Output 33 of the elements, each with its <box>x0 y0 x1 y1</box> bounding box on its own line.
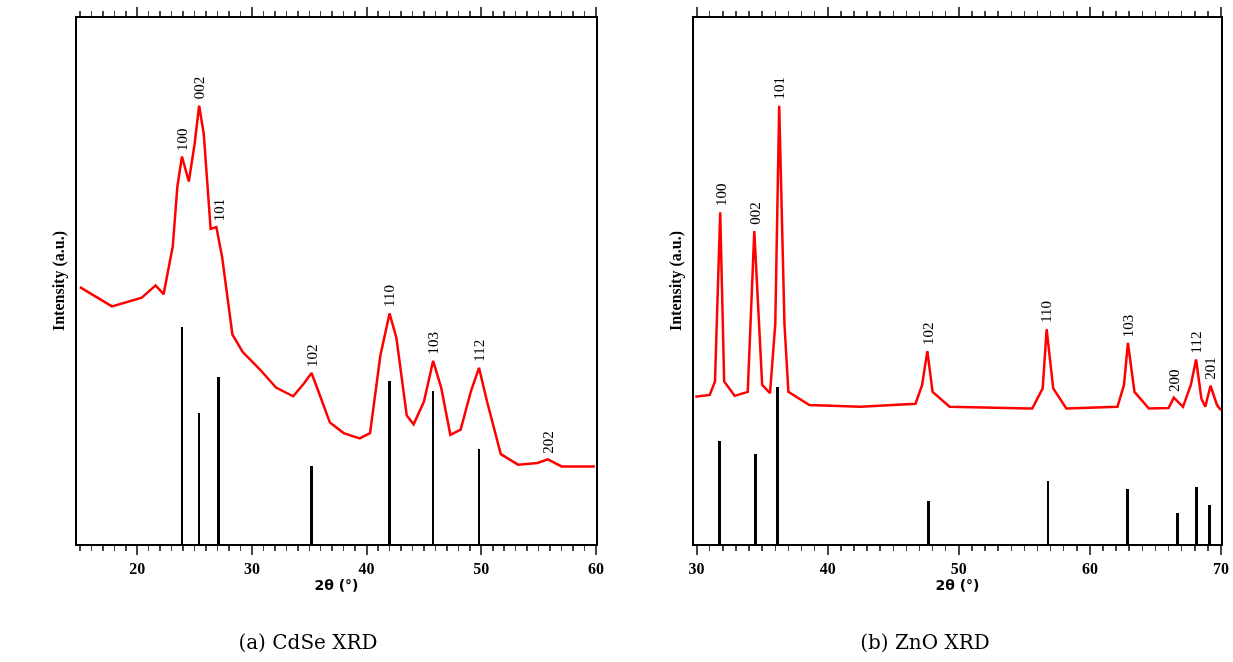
annotation: 100 <box>173 128 190 151</box>
annotation: 103 <box>424 331 441 355</box>
annotation: 002 <box>746 202 763 225</box>
x-tick-label: 50 <box>950 560 967 578</box>
annotation: 200 <box>1165 369 1182 392</box>
x-tick-label: 30 <box>243 560 260 578</box>
annotation: 101 <box>771 76 788 100</box>
x-tick-label: 50 <box>473 560 490 578</box>
annotation: 102 <box>919 322 936 345</box>
annotation: 110 <box>1038 300 1055 323</box>
x-tick-label: 70 <box>1213 560 1229 578</box>
x-tick-label: 40 <box>358 560 375 578</box>
annotation: 102 <box>304 344 320 368</box>
x-tick-label: 60 <box>1081 560 1098 578</box>
x-tick-label: 60 <box>588 560 604 578</box>
x-axis-title: 2θ (°) <box>314 577 359 593</box>
y-axis-title: Intensity (a.u.) <box>667 230 686 332</box>
annotation: 112 <box>471 339 488 362</box>
text: (b) ZnO XRD <box>860 629 990 654</box>
x-tick-label: 40 <box>819 560 836 578</box>
annotation: 110 <box>381 285 398 307</box>
x-tick-label: 30 <box>688 560 705 578</box>
annotation: 101 <box>211 198 228 222</box>
annotation: 202 <box>539 431 556 454</box>
annotation: 100 <box>712 183 729 206</box>
text: (a) CdSe XRD <box>238 629 378 654</box>
y-axis-title: Intensity (a.u.) <box>50 230 69 332</box>
annotation: 103 <box>1119 314 1136 338</box>
x-tick-label: 20 <box>129 560 146 578</box>
x-axis-title: 2θ (°) <box>935 577 980 594</box>
annotation: 002 <box>190 76 207 100</box>
annotation: 112 <box>1187 331 1204 354</box>
annotation: 201 <box>1202 357 1219 380</box>
